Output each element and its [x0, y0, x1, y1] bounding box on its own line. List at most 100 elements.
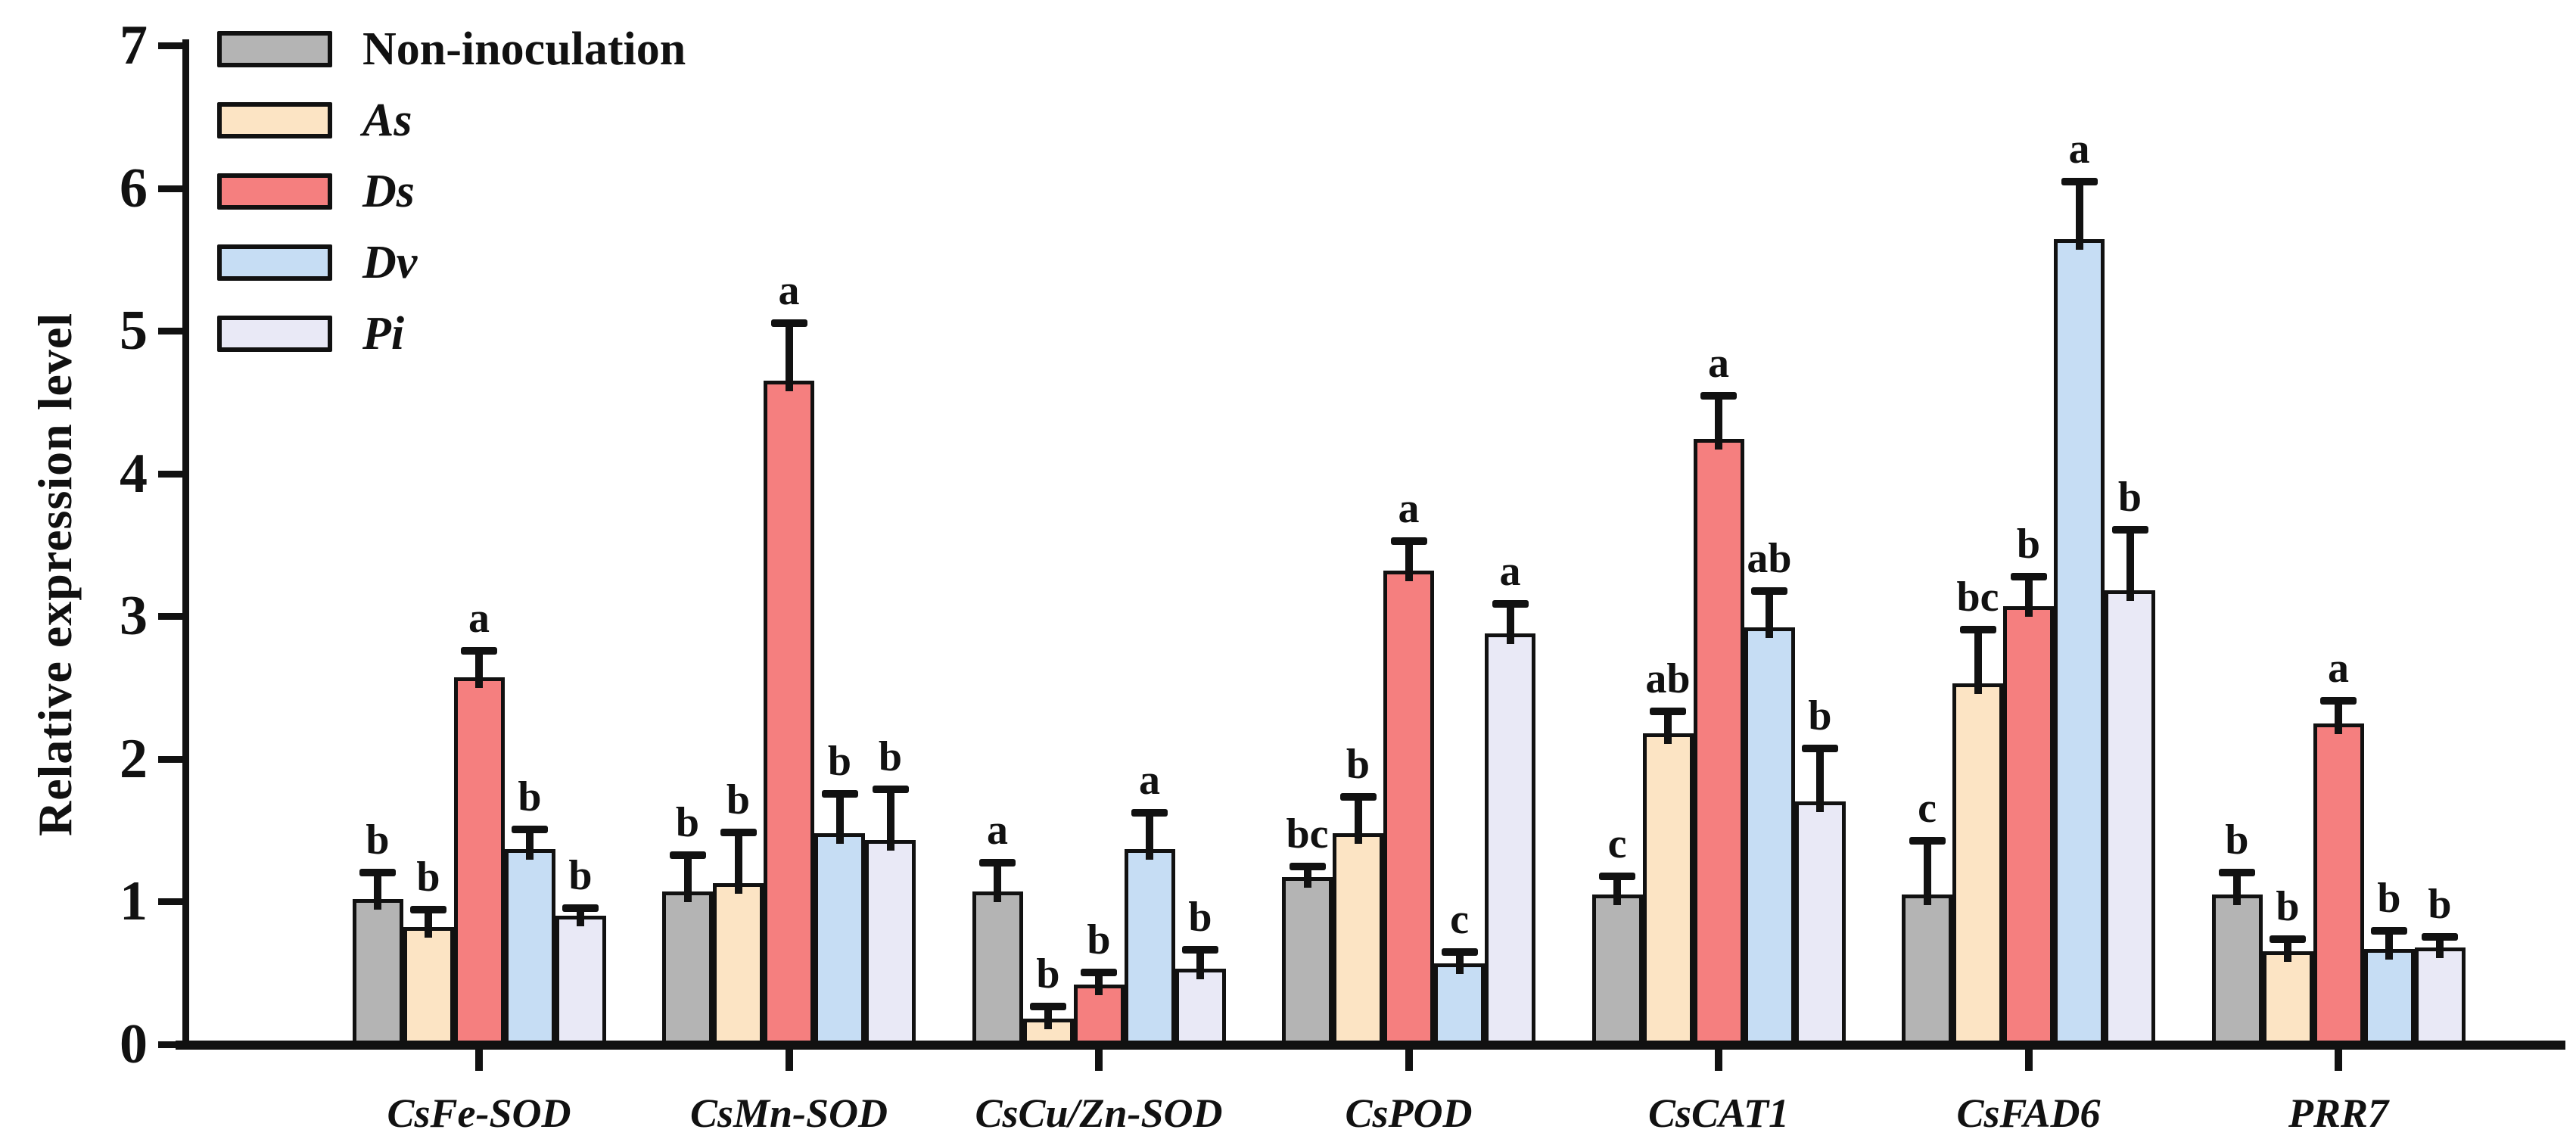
- y-tick-label: 2: [120, 727, 148, 790]
- y-tick-label: 0: [120, 1013, 148, 1075]
- sig-letter: b: [568, 851, 593, 899]
- bar-slot: a: [453, 45, 505, 1044]
- bar-slot: b: [814, 45, 865, 1044]
- error-bar-cap: [2111, 526, 2148, 534]
- bar-slot: b: [403, 45, 454, 1044]
- bar-slot: bc: [1952, 45, 2003, 1044]
- error-bar-stem: [1146, 813, 1153, 860]
- sig-letter: a: [778, 266, 800, 314]
- sig-letter: b: [726, 776, 751, 823]
- error-bar-cap: [410, 905, 446, 913]
- bar: [1902, 895, 1952, 1044]
- y-tick-label: 4: [120, 442, 148, 505]
- sig-letter: b: [1808, 692, 1832, 739]
- x-tick: [1405, 1050, 1413, 1071]
- legend-swatch: [217, 102, 332, 138]
- bar-slot: b: [1333, 45, 1383, 1044]
- error-bar-cap: [2219, 868, 2255, 876]
- legend-label: Dv: [362, 237, 418, 288]
- sig-letter: a: [1139, 756, 1160, 804]
- bar-slot: b: [555, 45, 606, 1044]
- x-category-label: CsFAD6: [1956, 1091, 2101, 1136]
- bar-slot: b: [1174, 45, 1226, 1044]
- error-bar-stem: [2385, 932, 2393, 960]
- error-bar-cap: [1802, 744, 1838, 752]
- sig-letter: b: [2276, 883, 2300, 931]
- sig-letter: b: [878, 733, 903, 781]
- bar-slot: b: [2003, 45, 2054, 1044]
- bar-group: c ab a ab b: [1591, 45, 1846, 1044]
- error-bar-cap: [720, 828, 757, 836]
- error-bar-stem: [1923, 842, 1931, 905]
- error-bar-cap: [872, 786, 909, 794]
- bar: [2363, 948, 2415, 1044]
- bar: [504, 848, 555, 1044]
- bar: [662, 891, 713, 1044]
- sig-letter: b: [1036, 950, 1060, 997]
- bar-slot: b: [2211, 45, 2263, 1044]
- error-bar-stem: [2436, 937, 2444, 958]
- error-bar-stem: [2126, 530, 2134, 602]
- y-tick-label: 6: [120, 157, 148, 219]
- sig-letter: ab: [1645, 655, 1691, 702]
- error-bar-stem: [1974, 630, 1982, 694]
- bar-slot: c: [1434, 45, 1485, 1044]
- error-bar-cap: [2010, 573, 2047, 581]
- y-tick: [158, 898, 182, 906]
- error-bar-cap: [669, 851, 706, 860]
- bar-group: bc b a c a: [1282, 45, 1535, 1044]
- error-bar-stem: [1095, 972, 1103, 995]
- bar: [1282, 877, 1333, 1044]
- sig-letter: b: [518, 773, 542, 821]
- bar: [764, 381, 814, 1044]
- sig-letter: b: [2225, 816, 2249, 863]
- error-bar-cap: [461, 647, 497, 655]
- legend-item: Pi: [217, 298, 686, 369]
- error-bar-cap: [1599, 873, 1635, 881]
- sig-letter: a: [468, 595, 490, 643]
- bar-slot: a: [1383, 45, 1434, 1044]
- bar: [1485, 633, 1535, 1044]
- error-bar-stem: [526, 830, 534, 860]
- x-category-label: CsMn-SOD: [689, 1091, 888, 1136]
- bar: [2313, 723, 2364, 1044]
- y-tick: [158, 613, 182, 621]
- bar: [1591, 895, 1643, 1044]
- error-bar-cap: [1030, 1002, 1066, 1010]
- error-bar-stem: [1455, 953, 1464, 974]
- error-bar-stem: [1664, 711, 1672, 744]
- x-tick: [2335, 1050, 2342, 1071]
- error-bar-cap: [1390, 537, 1427, 546]
- bar-slot: b: [2414, 45, 2466, 1044]
- bar-slot: a: [2313, 45, 2364, 1044]
- error-bar-stem: [2335, 702, 2342, 734]
- error-bar-cap: [2270, 935, 2306, 944]
- sig-letter: b: [1087, 916, 1111, 963]
- y-tick-label: 5: [120, 300, 148, 362]
- error-bar-stem: [734, 832, 742, 894]
- sig-letter: b: [1188, 893, 1212, 941]
- error-bar-stem: [374, 873, 381, 910]
- legend-item: Dv: [217, 227, 686, 298]
- error-bar-cap: [562, 904, 599, 912]
- x-category-label: CsPOD: [1345, 1091, 1473, 1136]
- error-bar-stem: [425, 910, 432, 938]
- x-tick: [2024, 1050, 2033, 1071]
- sig-letter: b: [366, 816, 390, 863]
- sig-letter: a: [1708, 339, 1729, 387]
- y-tick: [158, 185, 182, 192]
- bar: [1744, 627, 1795, 1044]
- x-category-label: CsFe-SOD: [387, 1091, 571, 1136]
- bar: [1794, 801, 1846, 1044]
- sig-letter: a: [1398, 485, 1420, 533]
- y-tick-label: 7: [120, 14, 148, 76]
- error-bar-stem: [1196, 950, 1204, 980]
- sig-letter: a: [1499, 548, 1521, 596]
- sig-letter: a: [2068, 126, 2090, 173]
- error-bar-stem: [1405, 542, 1413, 581]
- bar: [403, 927, 454, 1044]
- error-bar-stem: [2233, 873, 2241, 905]
